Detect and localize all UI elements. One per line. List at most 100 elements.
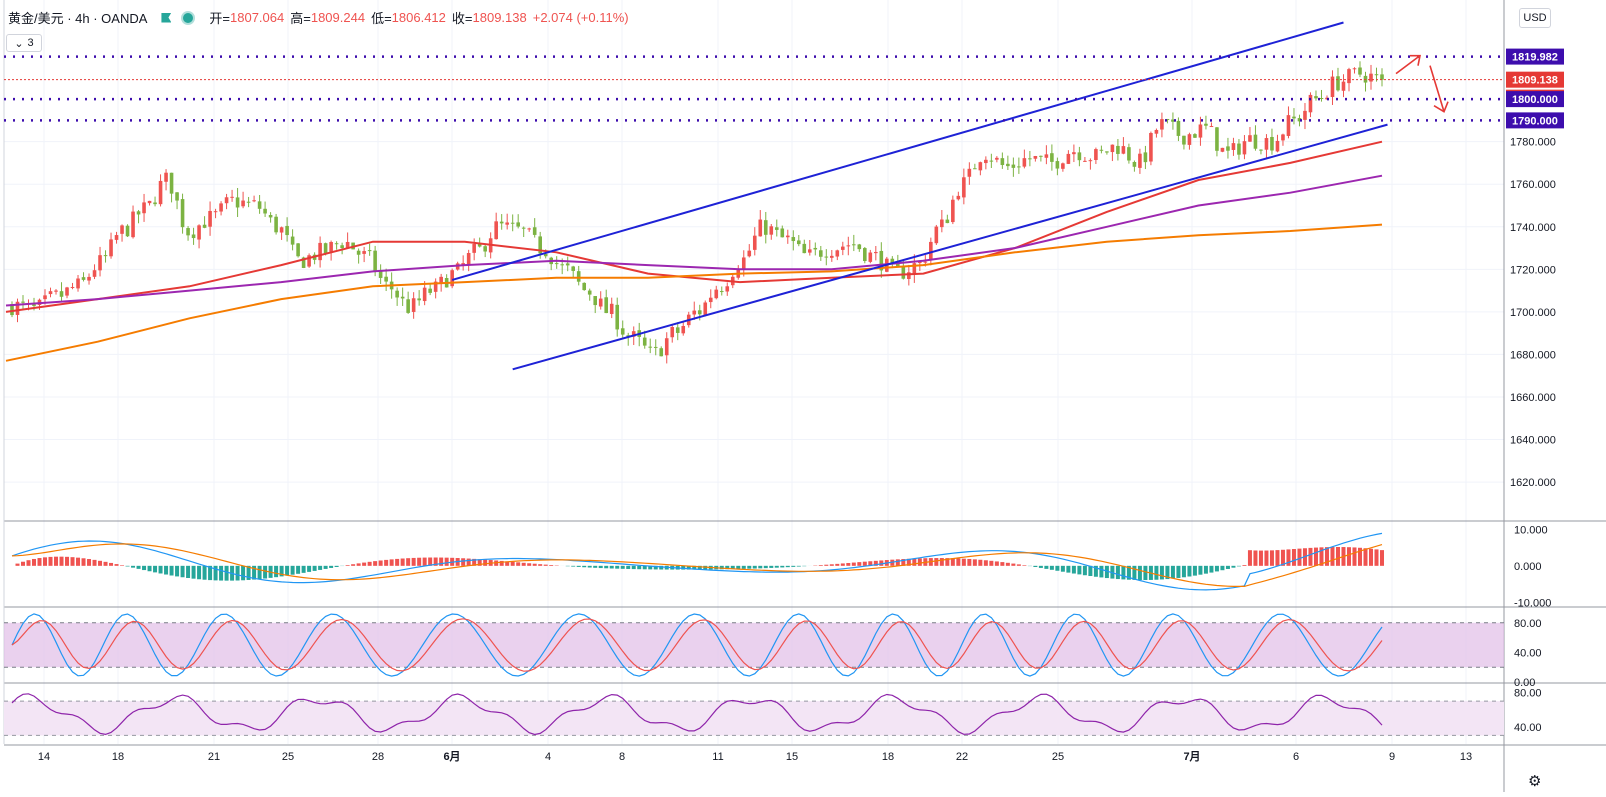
- candle-body: [362, 251, 366, 254]
- annotation-arrows: [1396, 56, 1448, 112]
- candle-body: [467, 253, 471, 264]
- candle-body: [395, 291, 399, 298]
- macd-histogram-bar: [93, 560, 97, 566]
- macd-histogram-bar: [175, 566, 179, 577]
- candle-body: [957, 196, 961, 199]
- macd-histogram-bar: [445, 558, 449, 566]
- macd-histogram-bar: [615, 566, 619, 569]
- macd-histogram-bar: [483, 560, 487, 566]
- macd-histogram-bar: [621, 566, 625, 569]
- candle-body: [1303, 111, 1307, 120]
- candle-body: [1050, 153, 1054, 162]
- candle-body: [1067, 154, 1071, 164]
- candle-body: [230, 197, 234, 198]
- macd-histogram-bar: [1374, 549, 1378, 565]
- macd-histogram-bar: [1380, 550, 1384, 566]
- macd-histogram-bar: [1055, 566, 1059, 571]
- candle-body: [65, 287, 69, 295]
- macd-histogram-bar: [1039, 566, 1043, 568]
- macd-histogram-bar: [1215, 566, 1219, 572]
- stochastic-band: [4, 623, 1504, 667]
- macd-histogram-bar: [1176, 566, 1180, 578]
- macd-histogram-bar: [824, 565, 828, 566]
- candle-body: [902, 267, 906, 279]
- candle-body: [681, 326, 685, 333]
- candle-body: [516, 222, 520, 226]
- macd-histogram-bar: [153, 566, 157, 573]
- macd-histogram-bar: [329, 566, 333, 568]
- candle-body: [935, 227, 939, 244]
- indicator-toggle[interactable]: ⌄ 3: [6, 34, 42, 52]
- macd-histogram-bar: [1198, 566, 1202, 575]
- flag-icon[interactable]: [161, 13, 171, 23]
- candle-body: [329, 242, 333, 252]
- candle-body: [847, 245, 851, 246]
- indicator-count: 3: [28, 37, 34, 49]
- macd-histogram-bar: [1352, 547, 1356, 565]
- candle-body: [340, 245, 344, 248]
- candle-body: [126, 226, 130, 237]
- candle-body: [32, 304, 36, 306]
- gear-icon[interactable]: ⚙: [1528, 772, 1541, 790]
- macd-histogram-bar: [109, 563, 113, 566]
- candle-body: [990, 161, 994, 162]
- time-axis-label: 25: [282, 751, 294, 763]
- candle-body: [1028, 158, 1032, 159]
- candle-body: [269, 215, 273, 217]
- candle-body: [962, 177, 966, 197]
- macd-histogram-bar: [1088, 566, 1092, 576]
- candle-body: [1358, 68, 1362, 75]
- candle-body: [1127, 147, 1131, 160]
- candle-body: [1122, 146, 1126, 154]
- macd-histogram-bar: [87, 559, 91, 566]
- macd-histogram-bar: [1369, 549, 1373, 566]
- macd-histogram-bar: [962, 559, 966, 566]
- macd-histogram-bar: [197, 566, 201, 579]
- macd-histogram-bar: [467, 559, 471, 566]
- candle-body: [769, 226, 773, 234]
- macd-histogram-bar: [852, 563, 856, 566]
- macd-histogram-bar: [82, 558, 86, 566]
- candle-body: [604, 297, 608, 313]
- macd-histogram-bar: [857, 562, 861, 566]
- macd-histogram-bar: [742, 566, 746, 569]
- candle-body: [714, 290, 718, 299]
- macd-histogram-bar: [604, 566, 608, 568]
- candle-body: [406, 299, 410, 313]
- candle-body: [720, 291, 724, 292]
- candle-body: [82, 277, 86, 280]
- price-tag-level-2: 1800.000: [1512, 94, 1558, 106]
- price-tag-last: 1809.138: [1512, 75, 1558, 87]
- macd-histogram-bar: [395, 559, 399, 566]
- price-axis-label: 1660.000: [1510, 392, 1556, 404]
- candle-body: [93, 270, 97, 277]
- candle-body: [984, 160, 988, 163]
- candle-body: [555, 263, 559, 264]
- candle-body: [1039, 156, 1043, 157]
- currency-button[interactable]: USD: [1519, 8, 1551, 28]
- macd-histogram-bar: [203, 566, 207, 580]
- macd-histogram-bar: [137, 566, 141, 569]
- candle-body: [1089, 160, 1093, 161]
- candle-body: [181, 199, 185, 227]
- candle-body: [1188, 134, 1192, 145]
- candle-body: [373, 251, 377, 272]
- macd-histogram-bar: [1138, 566, 1142, 580]
- macd-histogram-bar: [192, 566, 196, 579]
- candle-body: [1265, 138, 1269, 150]
- macd-histogram-bar: [318, 566, 322, 570]
- rsi-axis-label: 40.00: [1514, 722, 1542, 734]
- macd-histogram-bar: [1193, 566, 1197, 576]
- symbol-label[interactable]: 黄金/美元 · 4h · OANDA: [8, 8, 147, 27]
- macd-histogram-bar: [1292, 549, 1296, 566]
- candle-body: [417, 298, 421, 300]
- candle-body: [170, 173, 174, 194]
- candle-body: [802, 244, 806, 253]
- candle-body: [968, 169, 972, 177]
- candle-body: [483, 246, 487, 251]
- macd-histogram-bar: [104, 562, 108, 566]
- candle-body: [1254, 135, 1258, 149]
- macd-histogram-bar: [362, 563, 366, 566]
